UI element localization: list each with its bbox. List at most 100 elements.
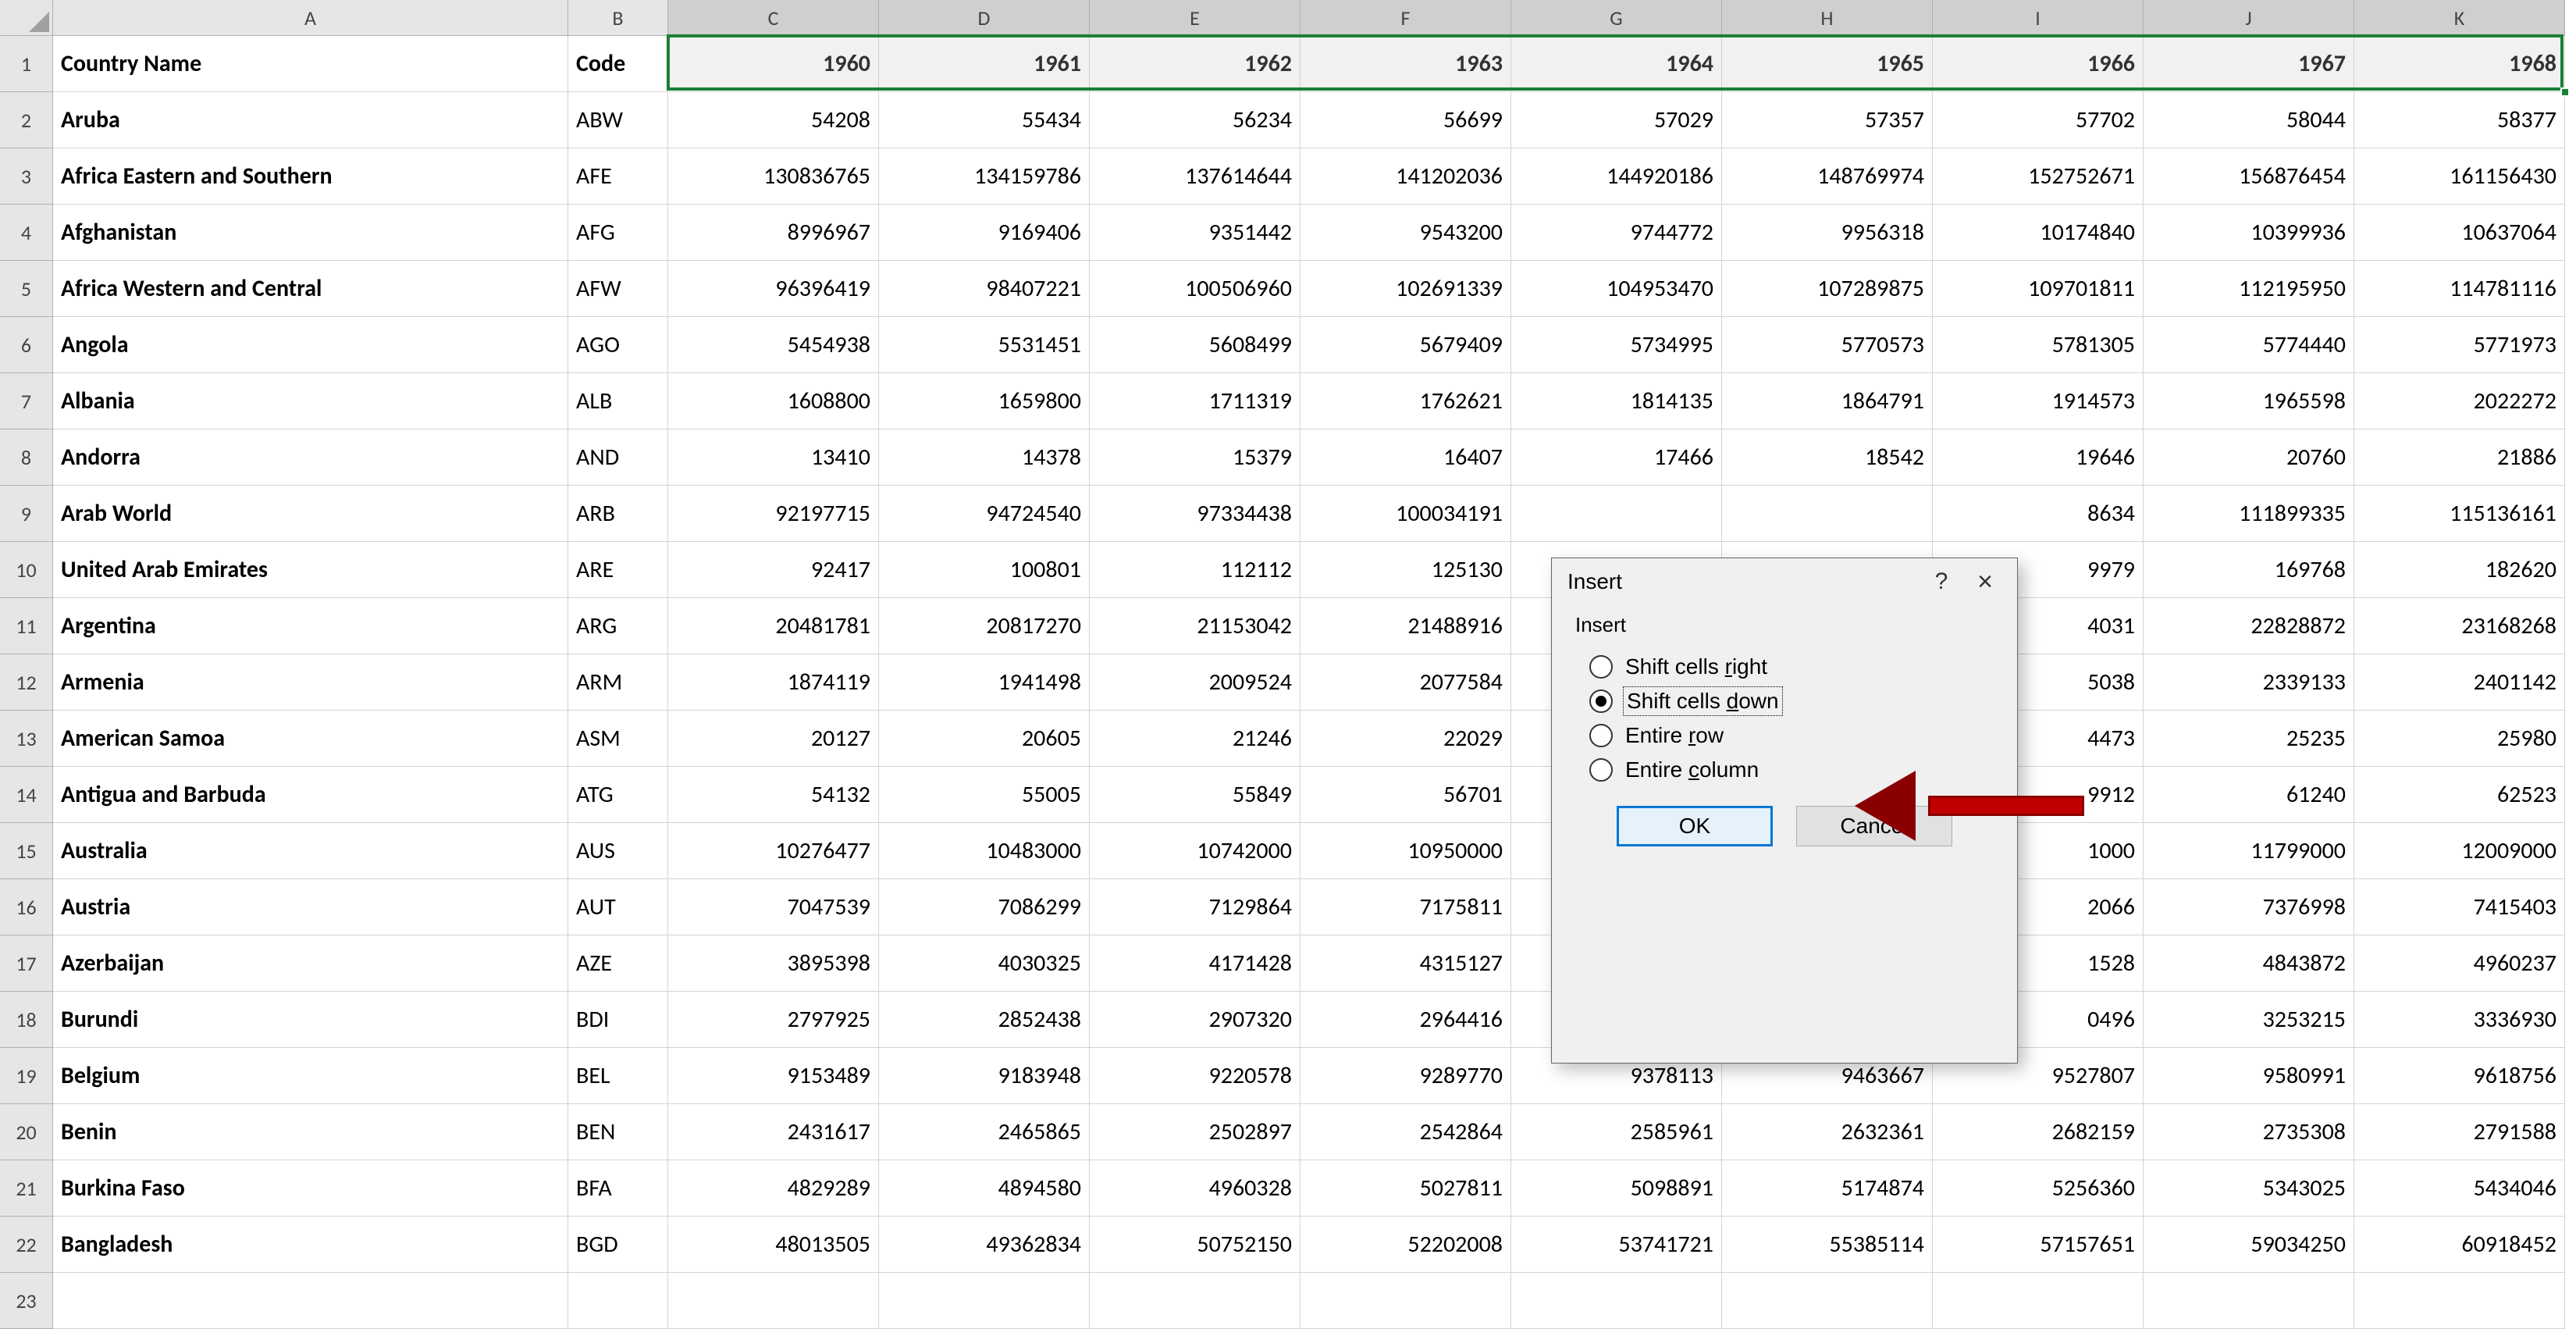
row-header-10[interactable]: 10 xyxy=(0,542,53,598)
cell-country-name[interactable]: Albania xyxy=(53,373,568,429)
cell-value[interactable]: 61240 xyxy=(2144,767,2354,823)
cell-value[interactable]: 4829289 xyxy=(668,1160,879,1217)
cell-value[interactable]: 2852438 xyxy=(879,992,1090,1048)
cell-value[interactable]: 10742000 xyxy=(1090,823,1300,879)
cell-value[interactable]: 3336930 xyxy=(2354,992,2565,1048)
cell-value[interactable]: 141202036 xyxy=(1300,148,1511,205)
cell-value[interactable]: 9744772 xyxy=(1511,205,1722,261)
cell-code[interactable]: ASM xyxy=(568,711,668,767)
cell-value[interactable]: 114781116 xyxy=(2354,261,2565,317)
cell-code[interactable]: ATG xyxy=(568,767,668,823)
cell-value[interactable]: 1659800 xyxy=(879,373,1090,429)
row-header-3[interactable]: 3 xyxy=(0,148,53,205)
cell-value[interactable]: 9153489 xyxy=(668,1048,879,1104)
cell-value[interactable]: 1814135 xyxy=(1511,373,1722,429)
help-icon[interactable]: ? xyxy=(1922,566,1961,597)
cell-value[interactable]: 4843872 xyxy=(2144,935,2354,992)
row-header-21[interactable]: 21 xyxy=(0,1160,53,1217)
row-header-17[interactable]: 17 xyxy=(0,935,53,992)
cell-value[interactable]: 12009000 xyxy=(2354,823,2565,879)
close-icon[interactable]: × xyxy=(1966,566,2005,597)
cell-value[interactable]: 5781305 xyxy=(1933,317,2144,373)
cell-value[interactable]: 22828872 xyxy=(2144,598,2354,654)
header-cell-code[interactable]: Code xyxy=(568,36,668,92)
cell-value[interactable]: 148769974 xyxy=(1722,148,1933,205)
cell-value[interactable]: 57702 xyxy=(1933,92,2144,148)
cell-value[interactable]: 58377 xyxy=(2354,92,2565,148)
cell-value[interactable]: 18542 xyxy=(1722,429,1933,486)
cell-value[interactable]: 48013505 xyxy=(668,1217,879,1273)
cell-value[interactable]: 54132 xyxy=(668,767,879,823)
cell-empty[interactable] xyxy=(1722,1273,1933,1329)
cell-value[interactable]: 2542864 xyxy=(1300,1104,1511,1160)
cell-value[interactable]: 4894580 xyxy=(879,1160,1090,1217)
cell-value[interactable]: 9543200 xyxy=(1300,205,1511,261)
radio-option-0[interactable]: Shift cells right xyxy=(1575,650,1994,684)
ok-button[interactable]: OK xyxy=(1617,806,1773,846)
cell-value[interactable]: 56234 xyxy=(1090,92,1300,148)
cell-country-name[interactable]: American Samoa xyxy=(53,711,568,767)
header-cell-1965[interactable]: 1965 xyxy=(1722,36,1933,92)
cell-value[interactable]: 21246 xyxy=(1090,711,1300,767)
cell-value[interactable]: 5027811 xyxy=(1300,1160,1511,1217)
cell-value[interactable]: 55005 xyxy=(879,767,1090,823)
cell-country-name[interactable]: Bangladesh xyxy=(53,1217,568,1273)
cell-value[interactable]: 1762621 xyxy=(1300,373,1511,429)
cell-value[interactable]: 1874119 xyxy=(668,654,879,711)
cell-country-name[interactable]: Aruba xyxy=(53,92,568,148)
cell-value[interactable]: 9956318 xyxy=(1722,205,1933,261)
row-header-5[interactable]: 5 xyxy=(0,261,53,317)
cell-value[interactable]: 96396419 xyxy=(668,261,879,317)
cell-country-name[interactable]: Angola xyxy=(53,317,568,373)
cell-value[interactable]: 5679409 xyxy=(1300,317,1511,373)
cell-country-name[interactable]: Azerbaijan xyxy=(53,935,568,992)
cell-empty[interactable] xyxy=(879,1273,1090,1329)
cell-value[interactable]: 2465865 xyxy=(879,1104,1090,1160)
cell-value[interactable]: 49362834 xyxy=(879,1217,1090,1273)
cell-value[interactable]: 5774440 xyxy=(2144,317,2354,373)
cell-value[interactable]: 112112 xyxy=(1090,542,1300,598)
cell-value[interactable]: 20127 xyxy=(668,711,879,767)
cell-country-name[interactable]: Africa Western and Central xyxy=(53,261,568,317)
cell-value[interactable]: 4960328 xyxy=(1090,1160,1300,1217)
cell-value[interactable]: 169768 xyxy=(2144,542,2354,598)
cell-value[interactable]: 58044 xyxy=(2144,92,2354,148)
cell-value[interactable]: 3895398 xyxy=(668,935,879,992)
cell-empty[interactable] xyxy=(668,1273,879,1329)
cell-value[interactable]: 10174840 xyxy=(1933,205,2144,261)
cancel-button[interactable]: Cancel xyxy=(1796,806,1952,846)
radio-option-3[interactable]: Entire column xyxy=(1575,753,1994,787)
cell-value[interactable]: 5343025 xyxy=(2144,1160,2354,1217)
cell-value[interactable]: 2022272 xyxy=(2354,373,2565,429)
cell-value[interactable]: 92197715 xyxy=(668,486,879,542)
cell-value[interactable]: 9580991 xyxy=(2144,1048,2354,1104)
cell-value[interactable]: 5256360 xyxy=(1933,1160,2144,1217)
row-header-8[interactable]: 8 xyxy=(0,429,53,486)
cell-value[interactable]: 2077584 xyxy=(1300,654,1511,711)
cell-value[interactable]: 5734995 xyxy=(1511,317,1722,373)
cell-value[interactable]: 111899335 xyxy=(2144,486,2354,542)
cell-value[interactable]: 94724540 xyxy=(879,486,1090,542)
cell-value[interactable]: 2502897 xyxy=(1090,1104,1300,1160)
header-cell-1960[interactable]: 1960 xyxy=(668,36,879,92)
cell-code[interactable]: AFG xyxy=(568,205,668,261)
cell-value[interactable]: 10950000 xyxy=(1300,823,1511,879)
cell-country-name[interactable]: Arab World xyxy=(53,486,568,542)
cell-value[interactable]: 9618756 xyxy=(2354,1048,2565,1104)
cell-country-name[interactable]: Africa Eastern and Southern xyxy=(53,148,568,205)
row-header-2[interactable]: 2 xyxy=(0,92,53,148)
cell-value[interactable]: 5454938 xyxy=(668,317,879,373)
cell-value[interactable]: 144920186 xyxy=(1511,148,1722,205)
cell-country-name[interactable]: Antigua and Barbuda xyxy=(53,767,568,823)
cell-code[interactable]: ARM xyxy=(568,654,668,711)
cell-value[interactable]: 2431617 xyxy=(668,1104,879,1160)
row-header-19[interactable]: 19 xyxy=(0,1048,53,1104)
cell-value[interactable]: 107289875 xyxy=(1722,261,1933,317)
row-header-23[interactable]: 23 xyxy=(0,1273,53,1329)
cell-empty[interactable] xyxy=(1090,1273,1300,1329)
cell-value[interactable]: 156876454 xyxy=(2144,148,2354,205)
cell-value[interactable]: 5770573 xyxy=(1722,317,1933,373)
cell-value[interactable]: 21488916 xyxy=(1300,598,1511,654)
cell-value[interactable]: 57157651 xyxy=(1933,1217,2144,1273)
cell-value[interactable] xyxy=(1511,486,1722,542)
